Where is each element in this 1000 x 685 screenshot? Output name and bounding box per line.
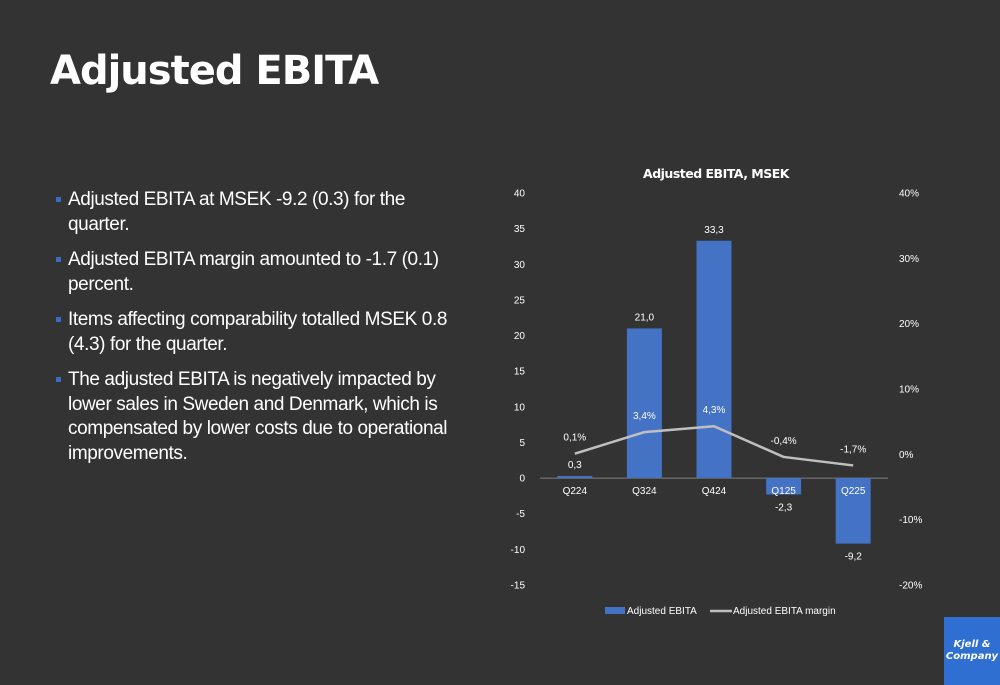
- y-right-tick-label: -20%: [899, 581, 922, 592]
- y-left-tick-label: 5: [519, 438, 525, 449]
- y-left-tick-label: 10: [514, 402, 526, 413]
- bullet-marker: [56, 197, 61, 202]
- y-left-tick-label: 30: [514, 260, 526, 271]
- bullet-item: Adjusted EBITA at MSEK -9.2 (0.3) for th…: [56, 188, 456, 237]
- y-left-tick-label: 0: [519, 474, 525, 485]
- bullet-text: The adjusted EBITA is negatively impacte…: [68, 369, 448, 464]
- brand-logo: Kjell & Company: [944, 617, 1000, 685]
- y-left-tick-label: -5: [516, 509, 525, 520]
- bar-adjusted-ebita: [557, 475, 593, 479]
- y-right-tick-label: 20%: [899, 319, 919, 330]
- chart-title: Adjusted EBITA, MSEK: [643, 166, 791, 181]
- y-left-tick-label: -15: [511, 581, 526, 592]
- line-data-label: -1,7%: [840, 444, 866, 455]
- y-right-tick-label: 40%: [899, 189, 919, 200]
- x-tick-label: Q224: [563, 486, 588, 497]
- x-tick-label: Q324: [632, 486, 657, 497]
- y-right-tick-label: 0%: [899, 450, 914, 461]
- bullet-marker: [56, 317, 61, 322]
- slide-title: Adjusted EBITA: [50, 48, 379, 94]
- bar-adjusted-ebita: [835, 478, 871, 544]
- y-left-tick-label: 40: [514, 189, 526, 200]
- bar-data-label: 21,0: [635, 312, 655, 323]
- bullet-list: Adjusted EBITA at MSEK -9.2 (0.3) for th…: [56, 188, 456, 477]
- line-data-label: 0,1%: [563, 433, 586, 444]
- y-right-tick-label: -10%: [899, 515, 922, 526]
- bullet-text: Adjusted EBITA margin amounted to -1.7 (…: [68, 249, 439, 295]
- line-data-label: 4,3%: [703, 405, 726, 416]
- bullet-text: Adjusted EBITA at MSEK -9.2 (0.3) for th…: [68, 189, 406, 235]
- y-right-tick-label: 30%: [899, 254, 919, 265]
- legend-label-bar: Adjusted EBITA: [627, 606, 697, 617]
- x-tick-label: Q125: [771, 486, 796, 497]
- bar-data-label: 0,3: [568, 460, 582, 471]
- y-left-tick-label: -10: [511, 545, 526, 556]
- bar-adjusted-ebita: [626, 328, 662, 479]
- brand-line-2: Company: [945, 651, 999, 662]
- y-left-tick-label: 25: [514, 295, 526, 306]
- bullet-item: Adjusted EBITA margin amounted to -1.7 (…: [56, 248, 456, 297]
- y-left-tick-label: 15: [514, 367, 526, 378]
- bullet-item: The adjusted EBITA is negatively impacte…: [56, 368, 456, 466]
- brand-line-1: Kjell &: [953, 639, 991, 650]
- line-adjusted-ebita-margin: [574, 424, 854, 467]
- y-left-tick-label: 20: [514, 331, 526, 342]
- y-left-tick-label: 35: [514, 224, 526, 235]
- bar-data-label: -2,3: [775, 502, 793, 513]
- bullet-text: Items affecting comparability totalled M…: [68, 309, 447, 355]
- bar-data-label: 33,3: [704, 225, 724, 236]
- legend-label-line: Adjusted EBITA margin: [733, 606, 836, 617]
- x-tick-label: Q424: [702, 486, 727, 497]
- bullet-marker: [56, 377, 61, 382]
- line-data-label: -0,4%: [771, 436, 797, 447]
- bar-adjusted-ebita: [766, 478, 802, 495]
- legend-swatch-bar: [605, 607, 625, 614]
- bar-data-label: -9,2: [845, 552, 863, 563]
- line-data-label: 3,4%: [633, 411, 656, 422]
- bullet-item: Items affecting comparability totalled M…: [56, 308, 456, 357]
- ebita-chart: Adjusted EBITA, MSEK 40 35 30 25 20 15 10 5 0 -5 -1…: [511, 166, 923, 617]
- bar-adjusted-ebita: [696, 240, 732, 479]
- x-tick-label: Q225: [841, 486, 866, 497]
- bullet-marker: [56, 257, 61, 262]
- y-right-tick-label: 10%: [899, 385, 919, 396]
